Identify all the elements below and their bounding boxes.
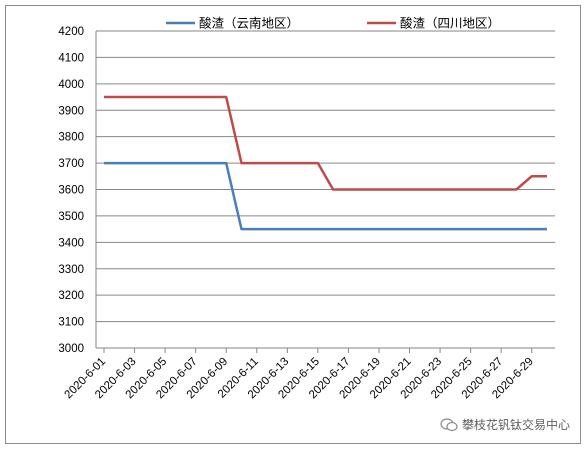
y-tick-label: 3000: [58, 343, 84, 355]
series-line-sichuan: [104, 95, 547, 191]
y-tick-label: 4100: [58, 52, 84, 64]
legend-label: 酸渣（云南地区）: [199, 16, 299, 31]
watermark: 攀枝花钒钛交易中心: [440, 416, 570, 433]
y-tick-label: 4200: [58, 26, 84, 38]
y-tick-label: 3900: [58, 105, 84, 117]
y-tick-label: 3200: [58, 290, 84, 302]
legend-label: 酸渣（四川地区）: [400, 16, 500, 31]
y-tick-label: 3500: [58, 211, 84, 223]
wechat-icon: [440, 417, 458, 431]
series-line-yunnan: [104, 161, 547, 231]
watermark-text: 攀枝花钒钛交易中心: [461, 418, 570, 432]
chart-frame: [5, 5, 581, 444]
y-tick-label: 3600: [58, 185, 84, 197]
y-tick-label: 3700: [58, 158, 84, 170]
y-tick-label: 4000: [58, 79, 84, 91]
y-tick-label: 3800: [58, 132, 84, 144]
y-tick-label: 3100: [58, 317, 84, 329]
y-tick-label: 3300: [58, 264, 84, 276]
y-tick-label: 3400: [58, 237, 84, 249]
